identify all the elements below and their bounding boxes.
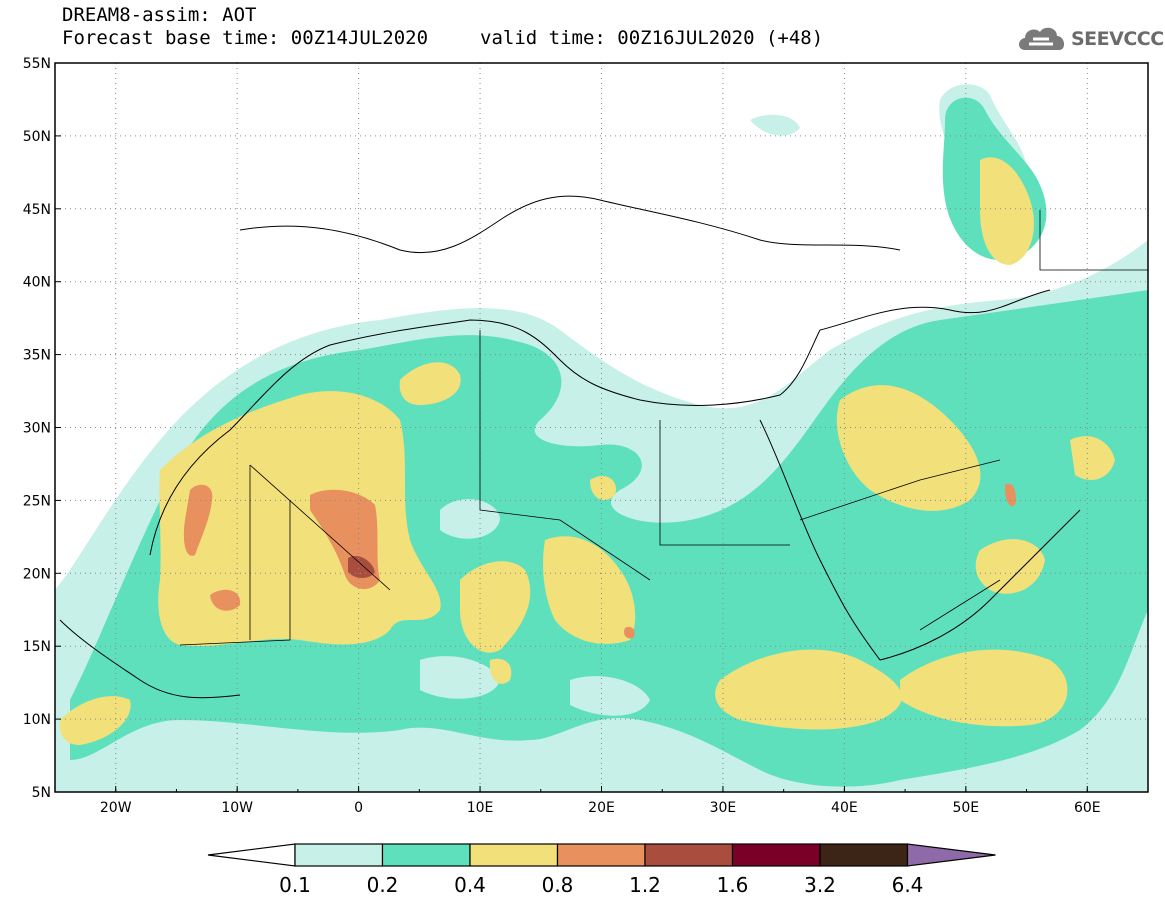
coastlines bbox=[59, 195, 1081, 699]
lon-label: 40E bbox=[831, 800, 858, 816]
graticule bbox=[55, 63, 1148, 792]
lat-label: 45N bbox=[23, 202, 51, 218]
colorbar-under-arrow bbox=[207, 843, 296, 867]
colorbar-label: 1.6 bbox=[717, 873, 749, 897]
valid-time: valid time: 00Z16JUL2020 (+48) bbox=[480, 27, 824, 49]
colorbar-swatch bbox=[819, 843, 909, 867]
colorbar-swatch bbox=[294, 843, 384, 867]
lon-label: 20W bbox=[100, 800, 132, 816]
lon-label: 0 bbox=[354, 800, 363, 816]
lon-label: 10E bbox=[467, 800, 494, 816]
colorbar-swatch bbox=[381, 843, 471, 867]
seevccc-logo: SEEVCCC bbox=[1015, 22, 1164, 58]
logo-text: SEEVCCC bbox=[1071, 28, 1164, 50]
lat-label: 55N bbox=[23, 56, 51, 72]
lon-label: 50E bbox=[952, 800, 979, 816]
colorbar-label: 0.1 bbox=[279, 873, 311, 897]
colorbar-swatch bbox=[644, 843, 734, 867]
colorbar-swatch bbox=[469, 843, 559, 867]
colorbar-swatch bbox=[556, 843, 646, 867]
colorbar-label: 6.4 bbox=[892, 873, 924, 897]
latitude-labels: 55N 50N 45N 40N 35N 30N 25N 20N 15N 10N 5N bbox=[23, 56, 51, 801]
colorbar-label: 0.8 bbox=[542, 873, 574, 897]
lon-label: 60E bbox=[1074, 800, 1101, 816]
lat-label: 5N bbox=[32, 785, 51, 801]
colorbar-label: 0.2 bbox=[367, 873, 399, 897]
forecast-base-time: Forecast base time: 00Z14JUL2020 bbox=[62, 27, 429, 49]
lat-label: 10N bbox=[23, 712, 51, 728]
colorbar-over-arrow bbox=[906, 843, 996, 867]
lat-label: 25N bbox=[23, 493, 51, 509]
lat-label: 20N bbox=[23, 566, 51, 582]
lon-label: 30E bbox=[710, 800, 737, 816]
longitude-labels: 20W 10W 0 10E 20E 30E 40E 50E 60E bbox=[100, 800, 1101, 816]
lat-label: 30N bbox=[23, 421, 51, 437]
lat-label: 50N bbox=[23, 129, 51, 145]
lon-label: 10W bbox=[221, 800, 253, 816]
colorbar-label: 0.4 bbox=[454, 873, 486, 897]
lat-label: 15N bbox=[23, 639, 51, 655]
colorbar-label: 3.2 bbox=[804, 873, 836, 897]
cloud-icon bbox=[1019, 27, 1065, 50]
aot-shading bbox=[55, 84, 1148, 792]
colorbar-labels: 0.1 0.2 0.4 0.8 1.2 1.6 3.2 6.4 bbox=[279, 873, 923, 897]
country-borders bbox=[179, 210, 1148, 646]
axis-ticks bbox=[54, 62, 1149, 793]
lon-label: 20E bbox=[588, 800, 615, 816]
lat-label: 35N bbox=[23, 348, 51, 364]
colorbar-swatch bbox=[731, 843, 821, 867]
product-title: DREAM8-assim: AOT bbox=[62, 4, 257, 26]
aot-band-1-2 bbox=[348, 555, 375, 578]
colorbar-label: 1.2 bbox=[629, 873, 661, 897]
colorbar bbox=[207, 843, 996, 867]
lat-label: 40N bbox=[23, 275, 51, 291]
